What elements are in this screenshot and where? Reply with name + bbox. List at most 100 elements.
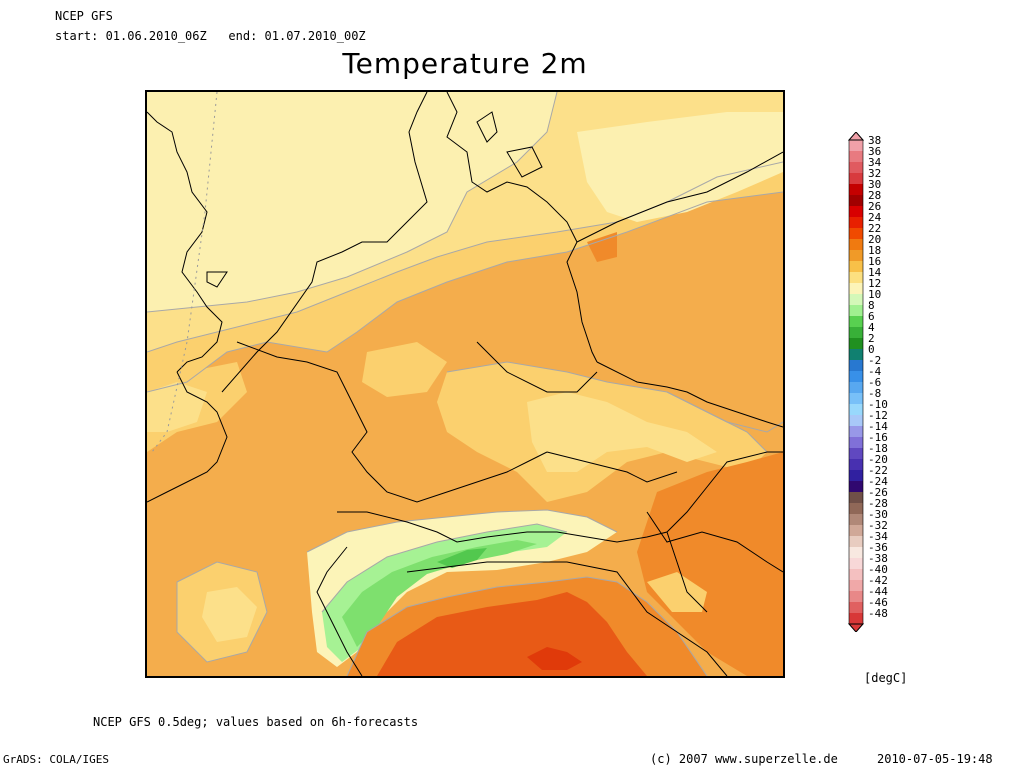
legend-tick-label: -6 (868, 376, 881, 389)
legend-tick-label: -32 (868, 519, 888, 532)
band-12-14-b (577, 112, 783, 222)
legend-tick-label: 18 (868, 244, 881, 257)
legend-arrow-up (847, 132, 865, 141)
legend-swatch (849, 206, 863, 218)
legend-tick-label: 0 (868, 343, 875, 356)
legend-swatch (849, 338, 863, 350)
legend-tick-label: 32 (868, 167, 881, 180)
legend-swatch (849, 184, 863, 196)
legend-swatch (849, 294, 863, 306)
legend-tick-label: -28 (868, 497, 888, 510)
legend-tick-label: 26 (868, 200, 881, 213)
legend-tick-label: -40 (868, 563, 888, 576)
legend-swatch (849, 525, 863, 537)
footnote: NCEP GFS 0.5deg; values based on 6h-fore… (93, 715, 419, 729)
band-22-24 (377, 592, 647, 676)
legend-tick-label: -26 (868, 486, 888, 499)
legend-tick-label: -34 (868, 530, 888, 543)
legend-tick-label: 36 (868, 145, 881, 158)
band-16-18-e (362, 342, 447, 397)
band-14-16-c (527, 392, 717, 472)
legend-tick-label: 16 (868, 255, 881, 268)
legend-tick-label: 38 (868, 134, 881, 147)
legend-tick-label: 2 (868, 332, 875, 345)
band-alps-10-12 (307, 510, 617, 667)
legend-swatch (849, 327, 863, 339)
legend-tick-label: 22 (868, 222, 881, 235)
legend-swatch (849, 470, 863, 482)
temperature-map (145, 90, 785, 678)
software-credit: GrADS: COLA/IGES (3, 753, 109, 766)
legend-swatch (849, 547, 863, 559)
unit-label: [degC] (864, 671, 908, 685)
band-14-16-d (202, 587, 257, 642)
legend-tick-label: 6 (868, 310, 875, 323)
legend-tick-label: -10 (868, 398, 888, 411)
legend-swatch (849, 393, 863, 405)
chart-title: Temperature 2m (342, 47, 588, 80)
legend-swatch (849, 140, 863, 152)
timestamp: 2010-07-05-19:48 (877, 752, 993, 766)
legend-swatch (849, 173, 863, 185)
legend-tick-label: 24 (868, 211, 882, 224)
legend-swatch (849, 602, 863, 614)
legend-tick-label: -2 (868, 354, 881, 367)
legend-swatch (849, 272, 863, 284)
color-legend: 38363432302826242220181614121086420-2-4-… (847, 132, 888, 632)
band-16-18-f (647, 572, 707, 612)
legend-swatch (849, 558, 863, 570)
legend-swatch (849, 250, 863, 262)
legend-swatch (849, 426, 863, 438)
legend-tick-label: 34 (868, 156, 882, 169)
legend-tick-label: -38 (868, 552, 888, 565)
coastlines-borders (147, 92, 783, 676)
legend-swatch (849, 195, 863, 207)
legend-tick-label: 4 (868, 321, 875, 334)
legend-swatch (849, 349, 863, 361)
legend-swatch (849, 481, 863, 493)
legend-tick-label: -30 (868, 508, 888, 521)
legend-swatch (849, 448, 863, 460)
legend-swatch (849, 415, 863, 427)
band-alps-4-6 (437, 548, 487, 568)
legend-swatch (849, 217, 863, 229)
legend-swatch (849, 492, 863, 504)
band-24-26 (527, 647, 582, 670)
legend-tick-label: -48 (868, 607, 888, 620)
legend-tick-label: -12 (868, 409, 888, 422)
legend-swatch (849, 382, 863, 394)
legend-tick-label: -36 (868, 541, 888, 554)
legend-swatch (849, 360, 863, 372)
legend-swatch (849, 261, 863, 273)
legend-swatch (849, 283, 863, 295)
legend-tick-label: -18 (868, 442, 888, 455)
legend-swatch (849, 162, 863, 174)
legend-swatch (849, 239, 863, 251)
legend-swatch (849, 613, 863, 625)
legend-tick-label: 28 (868, 189, 881, 202)
legend-swatch (849, 459, 863, 471)
legend-swatch (849, 503, 863, 515)
legend-swatch (849, 437, 863, 449)
legend-tick-label: 30 (868, 178, 881, 191)
legend-tick-label: -14 (868, 420, 888, 433)
legend-tick-label: -44 (868, 585, 888, 598)
legend-swatch (849, 591, 863, 603)
legend-tick-label: -24 (868, 475, 888, 488)
legend-swatch (849, 371, 863, 383)
forecast-period: start: 01.06.2010_06Z end: 01.07.2010_00… (55, 29, 366, 43)
legend-swatch (849, 580, 863, 592)
legend-tick-label: -16 (868, 431, 888, 444)
copyright: (c) 2007 www.superzelle.de (650, 752, 838, 766)
temperature-field (147, 92, 783, 676)
band-20-22-c (587, 232, 617, 262)
legend-tick-label: 10 (868, 288, 881, 301)
legend-tick-label: -4 (868, 365, 882, 378)
legend-swatch (849, 305, 863, 317)
legend-swatch (849, 228, 863, 240)
model-name: NCEP GFS (55, 9, 113, 23)
legend-arrow-down (847, 623, 865, 632)
legend-tick-label: 14 (868, 266, 882, 279)
band-20-22-b (637, 452, 783, 676)
legend-swatch (849, 316, 863, 328)
